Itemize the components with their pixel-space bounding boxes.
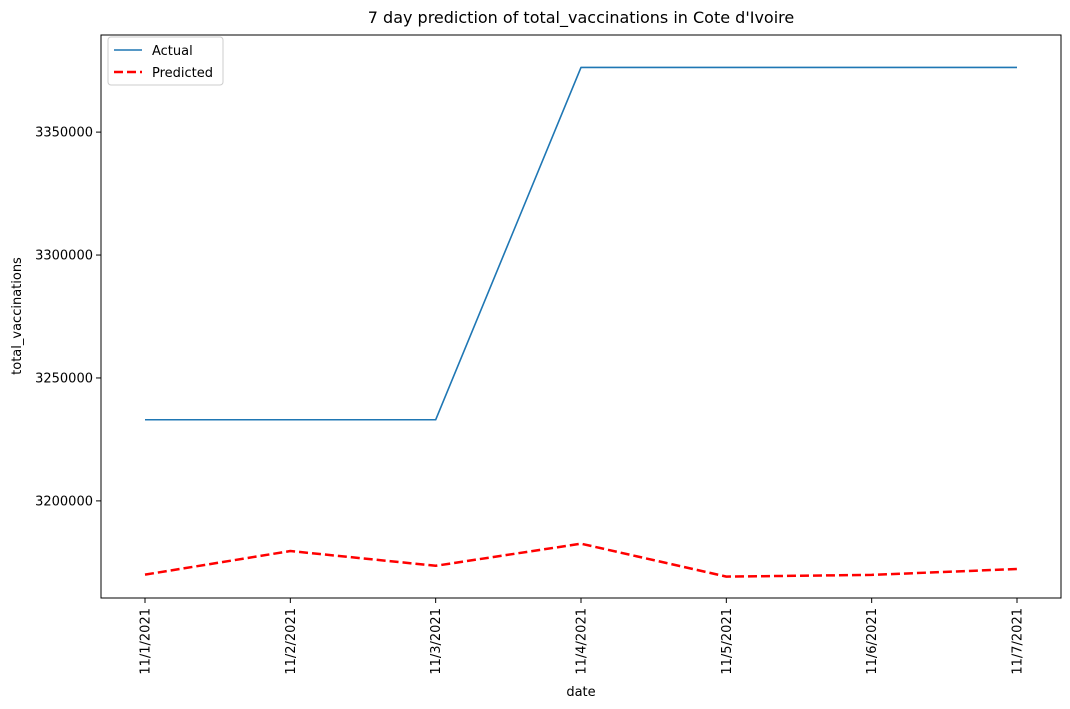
- y-tick-label: 3350000: [35, 126, 93, 141]
- series-line-actual: [145, 66, 1017, 421]
- x-tick-label: 11/5/2021: [720, 608, 735, 675]
- y-tick-label: 3300000: [35, 249, 93, 264]
- y-tick-label: 3250000: [35, 371, 93, 386]
- x-tick-label: 11/2/2021: [284, 608, 299, 675]
- legend-label-predicted: Predicted: [152, 66, 213, 81]
- x-tick-label: 11/4/2021: [575, 608, 590, 675]
- x-tick-label: 11/6/2021: [865, 608, 880, 675]
- x-axis-ticks: 11/1/2021 11/2/2021 11/3/2021 11/4/2021 11/5…: [139, 598, 1026, 675]
- x-axis-label: date: [566, 685, 595, 700]
- plot-area: [100, 34, 1062, 599]
- legend: Actual Predicted: [107, 36, 224, 86]
- y-axis-ticks: 3200000 3250000 3300000 3350000: [35, 126, 101, 509]
- y-tick-label: 3200000: [35, 494, 93, 509]
- chart-title: 7 day prediction of total_vaccinations i…: [368, 8, 794, 28]
- legend-label-actual: Actual: [152, 44, 193, 59]
- x-tick-label: 11/1/2021: [139, 608, 154, 675]
- plot-frame: [100, 34, 1062, 599]
- series-line-predicted: [144, 542, 1018, 578]
- y-axis-label: total_vaccinations: [10, 257, 25, 375]
- x-tick-label: 11/7/2021: [1011, 608, 1026, 675]
- legend-box: [107, 36, 224, 86]
- x-tick-label: 11/3/2021: [429, 608, 444, 675]
- series-layer: [144, 66, 1018, 578]
